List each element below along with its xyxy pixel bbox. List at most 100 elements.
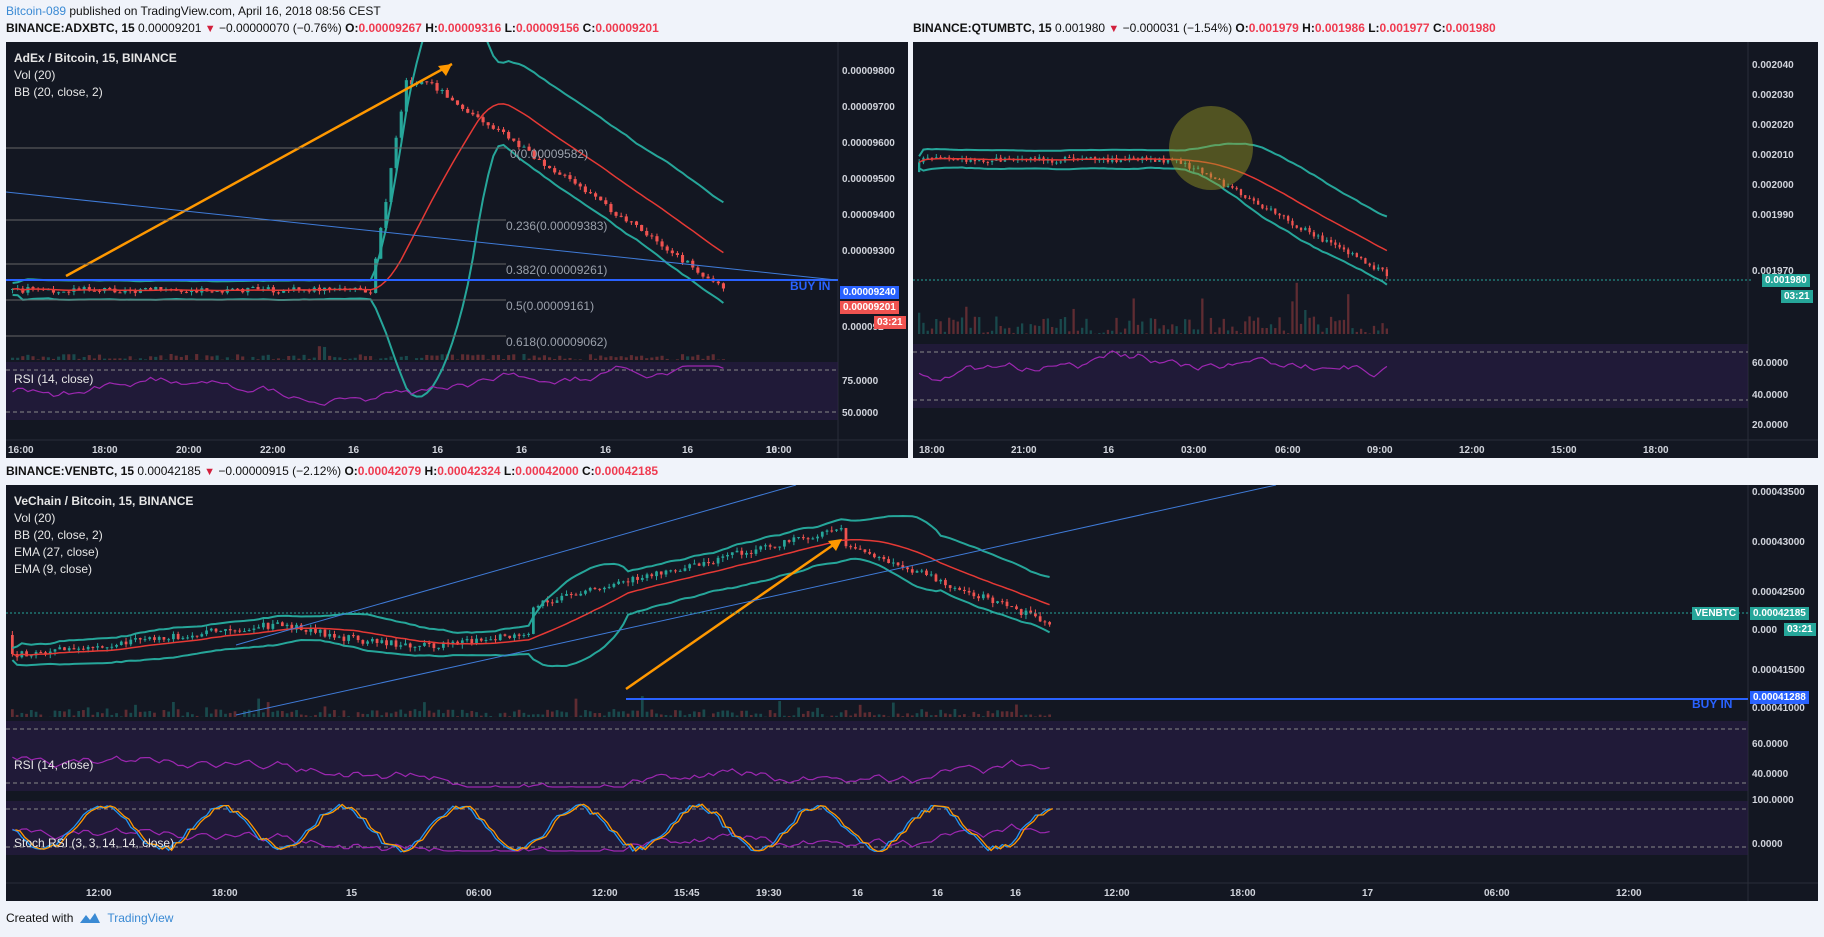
- candle-body: [1385, 269, 1388, 277]
- candle-body: [973, 158, 977, 162]
- candle-body: [1115, 158, 1118, 163]
- volume-bar: [1141, 321, 1144, 334]
- adx-chart-panel[interactable]: 0.00009800 0.00009700 0.00009600 0.00009500…: [6, 42, 908, 458]
- candle-body: [1010, 606, 1014, 608]
- candle-body: [749, 552, 753, 554]
- volume-bar: [999, 326, 1002, 334]
- adx-symbol: BINANCE:ADXBTC, 15: [6, 21, 135, 35]
- qtum-chart-svg[interactable]: 0.002040 0.002030 0.002020 0.002010 0.002000…: [913, 42, 1818, 458]
- volume-bar: [629, 355, 633, 360]
- price-tick-label: 0.001990: [1752, 210, 1794, 221]
- candle-body: [532, 150, 536, 159]
- volume-bar: [811, 711, 815, 717]
- qtum-chart-panel[interactable]: 0.002040 0.002030 0.002020 0.002010 0.002000…: [913, 42, 1818, 458]
- time-tick-label: 12:00: [86, 888, 112, 899]
- volume-bar: [348, 358, 352, 360]
- ven-high: 0.00042324: [437, 464, 501, 478]
- volume-bar: [195, 715, 199, 717]
- volume-bar: [973, 316, 977, 334]
- volume-bar: [461, 354, 465, 360]
- candle-body: [86, 646, 90, 650]
- volume-bar: [82, 357, 86, 360]
- volume-bar: [1029, 714, 1033, 717]
- candle-body: [716, 281, 720, 284]
- volume-bar: [939, 321, 942, 334]
- volume-bar: [553, 358, 557, 360]
- volume-bar: [148, 711, 152, 717]
- time-tick-label: 22:00: [260, 445, 286, 456]
- volume-bar: [236, 354, 240, 360]
- volume-bar: [588, 354, 593, 360]
- volume-bar: [338, 357, 342, 360]
- volume-bar: [918, 312, 921, 334]
- candle-body: [607, 586, 611, 588]
- volume-bar: [105, 708, 109, 717]
- adx-chart-svg[interactable]: 0.00009800 0.00009700 0.00009600 0.00009500…: [6, 42, 908, 458]
- candle-body: [167, 639, 171, 641]
- candle-body: [323, 629, 327, 637]
- candle-body: [179, 290, 183, 292]
- volume-bar: [442, 713, 445, 717]
- candle-body: [91, 646, 95, 648]
- candle-body: [935, 157, 938, 159]
- candle-body: [1325, 240, 1328, 242]
- candle-body: [44, 652, 47, 655]
- volume-bar: [674, 710, 677, 717]
- candle-body: [200, 634, 204, 637]
- candle-body: [527, 633, 530, 635]
- candle-body: [280, 622, 284, 627]
- candle-body: [470, 639, 474, 644]
- volume-bar: [664, 715, 668, 717]
- candle-body: [939, 579, 943, 582]
- volume-bar: [532, 714, 535, 717]
- volume-bar: [1019, 715, 1023, 717]
- volume-bar: [209, 713, 213, 717]
- time-tick-label: 12:00: [592, 888, 618, 899]
- ven-symbol: BINANCE:VENBTC, 15: [6, 464, 135, 478]
- candle-body: [678, 570, 682, 572]
- price-tick-label: 0.00009600: [842, 138, 895, 149]
- volume-bar: [563, 358, 567, 360]
- author-link[interactable]: Bitcoin-089: [6, 4, 67, 18]
- volume-bar: [1128, 320, 1131, 334]
- tradingview-link[interactable]: TradingView: [107, 911, 174, 925]
- volume-bar: [1342, 319, 1346, 334]
- candle-body: [285, 624, 289, 627]
- volume-bar: [1261, 327, 1264, 334]
- volume-bar: [11, 357, 15, 360]
- candle-body: [328, 287, 332, 290]
- volume-bar: [1317, 324, 1320, 334]
- candle-body: [926, 157, 929, 159]
- volume-bar: [143, 359, 148, 360]
- volume-bar: [138, 358, 142, 360]
- volume-bar: [537, 357, 541, 360]
- candle-body: [271, 623, 275, 629]
- volume-bar: [415, 358, 419, 360]
- volume-bar: [1020, 323, 1024, 334]
- candle-body: [385, 640, 388, 646]
- volume-bar: [935, 318, 938, 334]
- volume-bar: [745, 710, 748, 717]
- volume-bar: [394, 711, 398, 717]
- ven-chart-panel[interactable]: 0.00043500 0.00043000 0.00042500 0.000 0.000…: [6, 485, 1818, 901]
- candle-body: [612, 583, 616, 587]
- adx-legend: AdEx / Bitcoin, 15, BINANCE Vol (20) BB …: [14, 50, 177, 101]
- volume-bar: [978, 317, 981, 334]
- ven-chart-svg[interactable]: 0.00043500 0.00043000 0.00042500 0.000 0.000…: [6, 485, 1818, 901]
- candle-body: [352, 635, 355, 637]
- candle-body: [688, 564, 692, 569]
- volume-bar: [1166, 329, 1170, 334]
- candle-body: [1038, 157, 1041, 159]
- volume-bar: [1355, 331, 1358, 334]
- volume-bar: [835, 715, 838, 717]
- candle-body: [353, 287, 357, 289]
- candle-body: [25, 651, 28, 657]
- candle-body: [118, 292, 122, 294]
- candle-body: [614, 212, 618, 216]
- volume-bar: [990, 330, 994, 334]
- volume-bar: [730, 712, 734, 717]
- time-tick-label: 16: [1103, 445, 1115, 456]
- candle-body: [304, 629, 308, 632]
- candle-body: [1244, 195, 1247, 198]
- qtum-low: 0.001977: [1379, 21, 1430, 35]
